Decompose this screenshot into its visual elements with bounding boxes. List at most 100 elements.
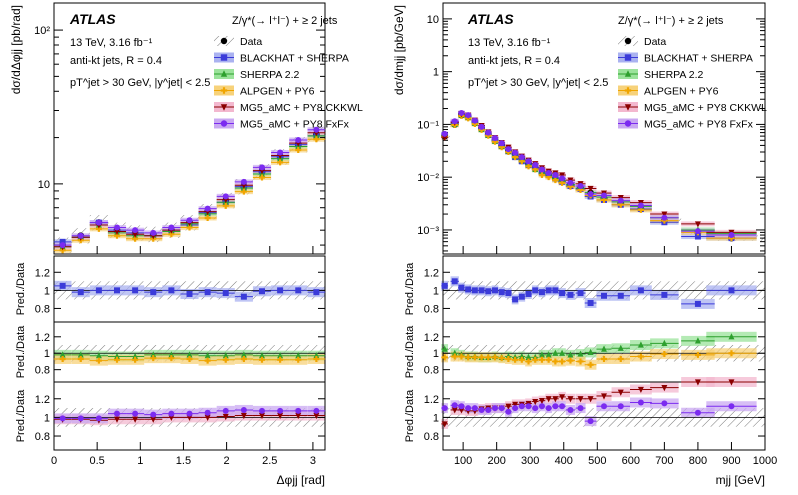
left-ratio-point-fxfx [59,415,66,422]
right-ratio-ytick-label: 0.8 [424,303,439,315]
left-ratio-ytick-label: 1 [44,348,50,360]
right-ratio-point-fxfx [451,402,458,409]
right-ratio-point-ckkwl [694,379,701,386]
right-point-ckkwl [694,221,701,228]
left-ratio-point-fxfx [186,410,193,417]
left-ratio-point-blackhat [132,287,139,294]
left-xlabel: Δφjj [rad] [277,473,325,487]
right-ratio-point-blackhat [552,287,559,294]
left-ratio-point-blackhat [240,293,247,300]
left-ratio-point-sherpa [114,352,121,360]
right-point-fxfx [471,117,478,124]
left-ratio-point-alpgen [222,356,229,363]
right-ratio-ytick-label: 1.2 [424,394,439,406]
left-ratio-point-fxfx [258,407,265,414]
right-point-alpgen [552,177,559,184]
left-point-fxfx [114,224,121,231]
right-ratio-point-ckkwl [559,394,566,401]
right-main-ylabel: dσ/dmjj [pb/GeV] [392,5,406,95]
right-ratio-point-fxfx [525,403,532,410]
left-ratio-ylabel: Pred./Data [15,389,27,442]
left-ratio-point-alpgen [77,355,84,362]
right-ratio-point-alpgen [694,351,701,358]
right-ratio-point-blackhat [532,287,539,294]
left-point-alpgen [240,188,247,195]
left-ratio-point-blackhat [77,289,84,296]
left-ratio-point-alpgen [95,357,102,364]
right-ratio-ylabel: Pred./Data [404,325,416,378]
right-ratio-point-sherpa [552,349,559,356]
right-point-fxfx [518,154,525,161]
left-point-ckkwl [132,231,139,238]
right-legend-label-sherpa: SHERPA 2.2 [644,69,703,81]
left-point-fxfx [277,149,284,156]
jet-algorithm-right: anti-kt jets, R = 0.4 [468,55,560,67]
left-point-fxfx [59,242,66,249]
right-ratio-point-alpgen [728,350,735,357]
jet-algorithm-left: anti-kt jets, R = 0.4 [70,55,162,67]
left-ratio-point-alpgen [59,355,66,362]
left-ytick-label: 10 [38,179,50,191]
left-ratio-point-alpgen [240,355,247,362]
left-point-fxfx [222,193,229,200]
right-ratio-point-ckkwl [538,398,545,405]
right-ratio-point-sherpa [577,350,584,357]
right-ytick-label: 10 [427,14,439,26]
right-ratio-point-fxfx [441,405,448,412]
right-ratio-point-ckkwl [577,396,584,403]
left-legend-label-ckkwl: MG5_aMC + PY8 CKKWL [240,102,363,114]
right-ratio-point-blackhat [491,287,498,294]
left-ratio-point-fxfx [168,410,175,417]
right-ratio-point-alpgen [441,354,448,361]
left-ratio-point-fxfx [240,406,247,413]
right-ratio-point-alpgen [485,354,492,361]
left-ratio-ytick-label: 0.8 [35,431,50,443]
left-ratio-point-blackhat [295,287,302,294]
right-ratio-point-blackhat [538,289,545,296]
right-xtick-label: 800 [689,455,707,467]
right-legend-label-ckkwl: MG5_aMC + PY8 CKKWL [644,102,767,114]
left-ratio-point-ckkwl [222,413,229,421]
right-ratio-point-fxfx [694,409,701,416]
right-xlabel: mjj [GeV] [716,473,765,487]
left-point-fxfx [95,219,102,226]
right-ratio-point-blackhat [661,291,668,298]
right-ratio-point-alpgen [465,354,472,361]
left-ratio-point-sherpa [204,352,211,359]
right-point-fxfx [478,123,485,130]
right-ratio-point-sherpa [451,349,458,356]
left-ratio-point-blackhat [168,287,175,294]
right-ratio-point-fxfx [728,403,735,410]
left-ratio-point-alpgen [132,356,139,363]
right-ratio-point-sherpa [728,333,735,340]
left-point-alpgen [258,174,265,181]
right-ratio-point-sherpa [525,353,532,360]
right-ratio-point-ckkwl [617,389,624,396]
right-xtick-label: 400 [555,455,573,467]
right-ratio-ytick-label: 0.8 [424,365,439,377]
left-ratio-ytick-label: 1 [44,285,50,297]
right-ratio-point-sherpa [694,337,701,344]
right-xtick-label: 600 [622,455,640,467]
atlas-label-right: ATLAS [467,11,514,27]
left-ratio-point-ckkwl [114,416,121,423]
right-ratio-point-sherpa [545,351,552,358]
left-legend-marker-data [220,37,228,45]
right-ratio-point-ckkwl [552,396,559,403]
left-ratio-point-alpgen [168,355,175,362]
right-ratio-point-blackhat [587,300,594,307]
left-legend-marker-fxfx [220,120,228,127]
left-legend-label-fxfx: MG5_aMC + PY8 FxFx [240,119,350,131]
energy-label-left: 13 TeV, 3.16 fb⁻¹ [70,37,153,49]
left-ratio-ytick-label: 1 [44,412,50,424]
right-ratio-point-alpgen [505,355,512,362]
left-ratio-point-fxfx [222,407,229,414]
left-ratio-point-fxfx [295,407,302,414]
left-legend-marker-sherpa [220,70,228,77]
right-xtick-label: 900 [722,455,740,467]
right-point-fxfx [532,162,539,169]
left-xtick-label: 1.5 [176,455,191,467]
right-ratio-point-ckkwl [587,396,594,403]
left-point-fxfx [150,229,157,236]
left-ratio-ytick-label: 0.8 [35,365,50,377]
